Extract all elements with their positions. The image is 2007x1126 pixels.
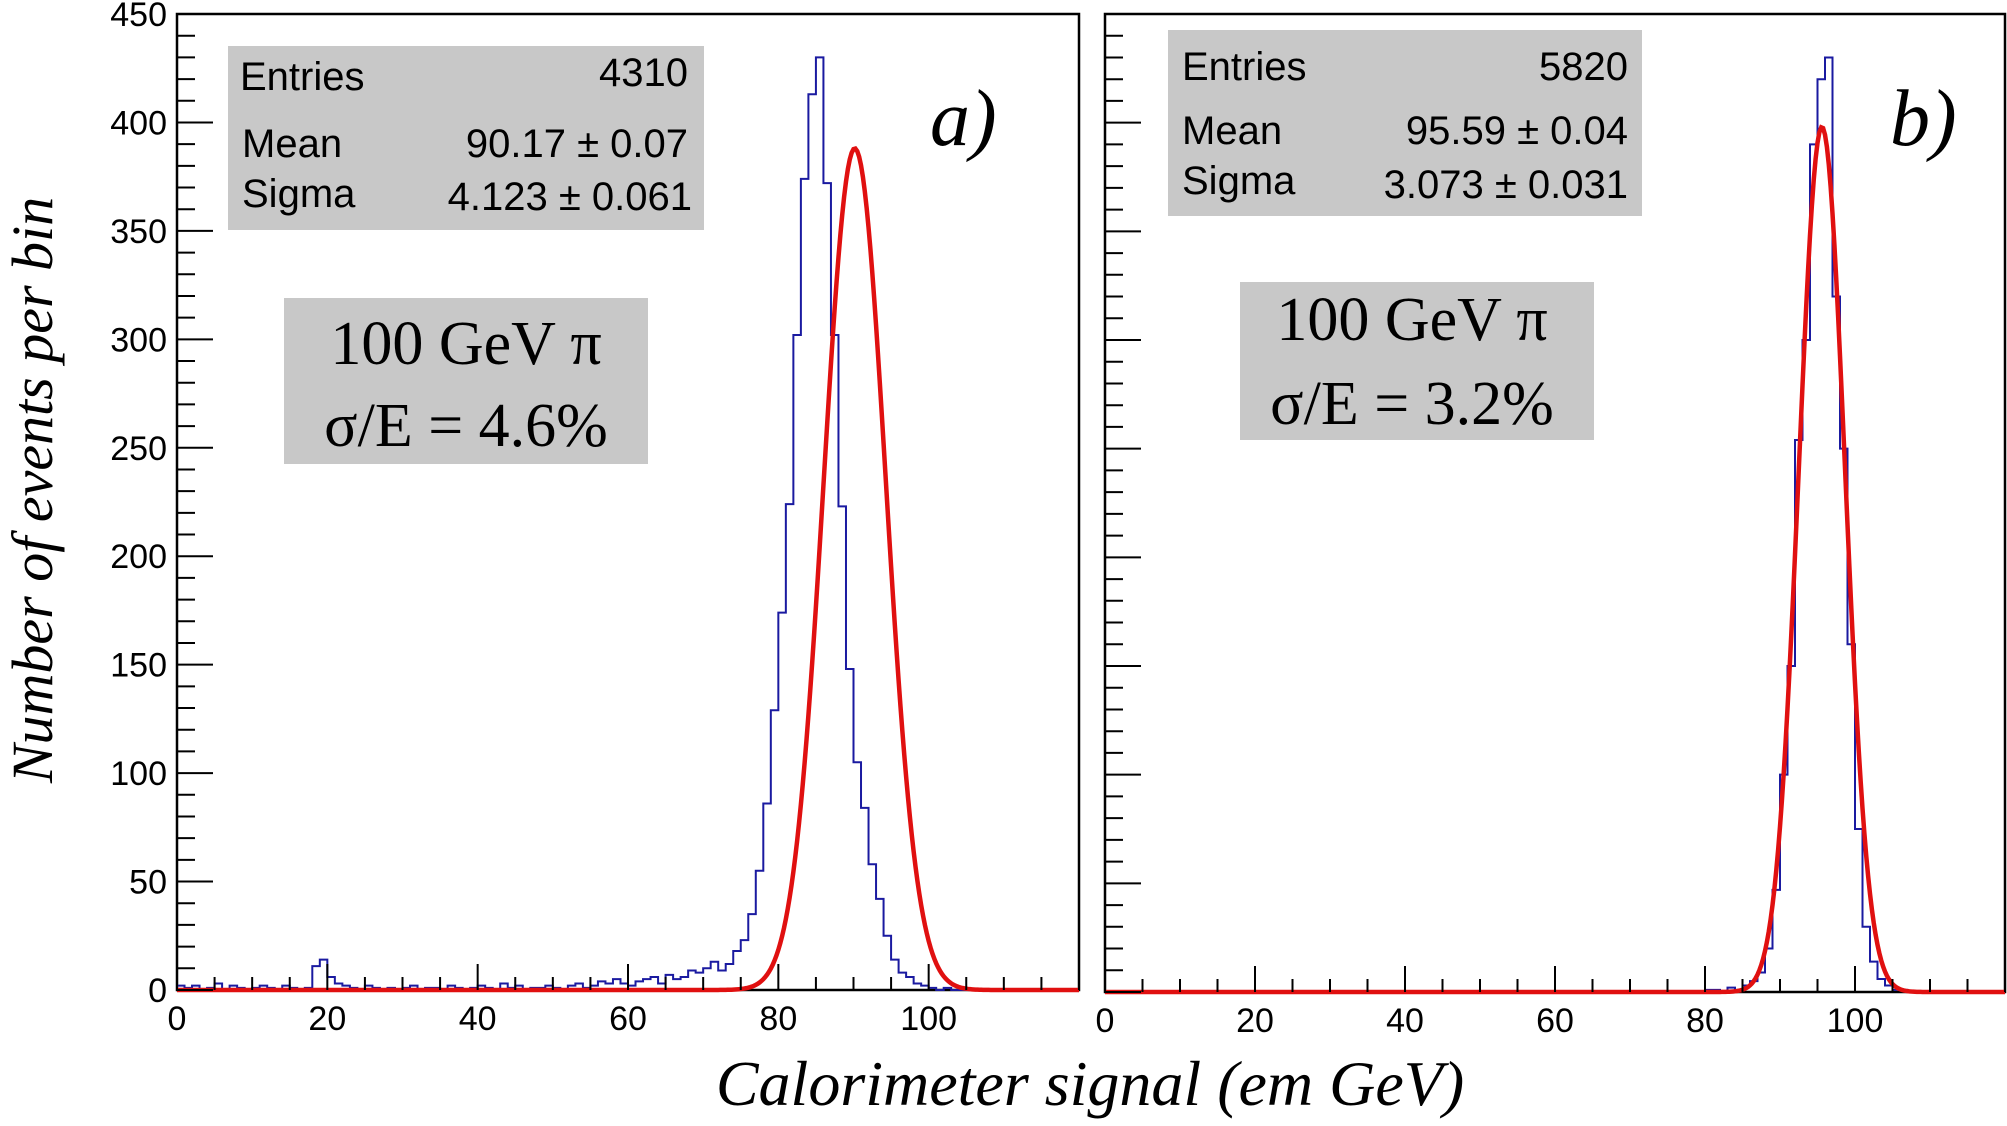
x-tick-label: 60	[609, 1000, 647, 1038]
y-tick-label: 450	[110, 0, 167, 34]
x-tick-label: 60	[1536, 1002, 1574, 1040]
y-tick-label: 50	[129, 864, 167, 902]
y-tick-label: 400	[110, 104, 167, 142]
x-tick-label: 100	[1827, 1002, 1884, 1040]
x-tick-label: 20	[1236, 1002, 1274, 1040]
y-axis-title: Number of events per bin	[0, 197, 65, 784]
y-tick-label: 100	[110, 755, 167, 793]
x-tick-label: 40	[459, 1000, 497, 1038]
x-axis-title: Calorimeter signal (em GeV)	[716, 1048, 1464, 1119]
annotation-line2: σ/E = 3.2%	[1270, 370, 1554, 438]
stats-sigma-value: 4.123 ± 0.061	[448, 175, 692, 219]
annotation-line1: 100 GeV π	[1276, 286, 1547, 354]
annotation-box	[284, 298, 648, 464]
histogram-series	[176, 56, 1079, 991]
annotation-box	[1240, 282, 1594, 440]
x-tick-label: 0	[168, 1000, 187, 1038]
stats-sigma-label: Sigma	[242, 172, 356, 216]
y-tick-label: 200	[110, 538, 167, 576]
x-tick-label: 20	[308, 1000, 346, 1038]
x-tick-label: 80	[1686, 1002, 1724, 1040]
stats-entries-label: Entries	[240, 55, 365, 99]
stats-entries-label: Entries	[1182, 45, 1307, 89]
panel-b: Entries 5820 Mean 95.59 ± 0.04 Sigma 3.0…	[1096, 12, 2007, 1040]
x-tick-label: 100	[900, 1000, 957, 1038]
x-tick-label: 40	[1386, 1002, 1424, 1040]
stats-entries-value: 5820	[1539, 45, 1628, 89]
stats-sigma-label: Sigma	[1182, 159, 1296, 203]
stats-mean-value: 90.17 ± 0.07	[466, 122, 688, 166]
annotation-line1: 100 GeV π	[330, 310, 601, 378]
panel-label: a)	[930, 75, 997, 163]
x-tick-label: 80	[759, 1000, 797, 1038]
y-tick-label: 350	[110, 213, 167, 251]
y-tick-label: 0	[148, 972, 167, 1010]
x-tick-label: 0	[1096, 1002, 1115, 1040]
y-tick-label: 250	[110, 430, 167, 468]
stats-mean-label: Mean	[242, 122, 342, 166]
stats-box	[228, 46, 704, 230]
panel-a: Entries 4310 Mean 90.17 ± 0.07 Sigma 4.1…	[110, 0, 1081, 1038]
stats-mean-label: Mean	[1182, 109, 1282, 153]
annotation-line2: σ/E = 4.6%	[324, 392, 608, 460]
stats-box	[1168, 30, 1642, 216]
stats-sigma-value: 3.073 ± 0.031	[1384, 163, 1628, 207]
y-tick-label: 150	[110, 647, 167, 685]
y-tick-label: 300	[110, 321, 167, 359]
stats-entries-value: 4310	[599, 51, 688, 95]
stats-mean-value: 95.59 ± 0.04	[1406, 109, 1628, 153]
panel-label: b)	[1890, 75, 1957, 163]
